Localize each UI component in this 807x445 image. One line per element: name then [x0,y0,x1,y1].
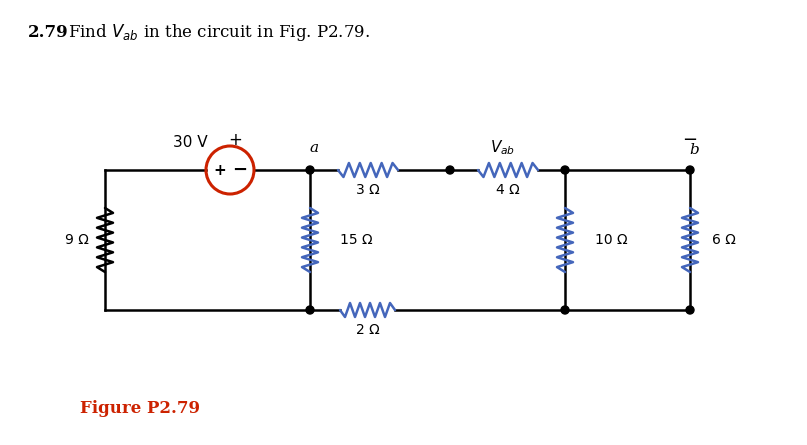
Text: Find $V_{ab}$ in the circuit in Fig. P2.79.: Find $V_{ab}$ in the circuit in Fig. P2.… [68,21,370,43]
Circle shape [686,306,694,314]
Text: +: + [228,131,242,149]
Text: b: b [689,143,699,157]
Text: 30 V: 30 V [173,134,207,150]
Text: 10 Ω: 10 Ω [595,233,628,247]
Circle shape [686,166,694,174]
Text: +: + [214,162,227,178]
Text: −: − [683,131,697,149]
Circle shape [561,166,569,174]
Text: 9 Ω: 9 Ω [65,233,89,247]
Text: 15 Ω: 15 Ω [340,233,373,247]
Text: −: − [232,161,248,179]
Text: a: a [309,141,319,155]
Text: Figure P2.79: Figure P2.79 [80,400,200,417]
Circle shape [306,306,314,314]
Circle shape [306,166,314,174]
Circle shape [446,166,454,174]
Text: 4 Ω: 4 Ω [496,183,520,197]
Circle shape [561,306,569,314]
Text: 3 Ω: 3 Ω [356,183,380,197]
Text: 2.79: 2.79 [28,24,69,40]
Text: $V_{ab}$: $V_{ab}$ [490,139,515,158]
Text: 2 Ω: 2 Ω [356,323,379,337]
Text: 6 Ω: 6 Ω [712,233,736,247]
